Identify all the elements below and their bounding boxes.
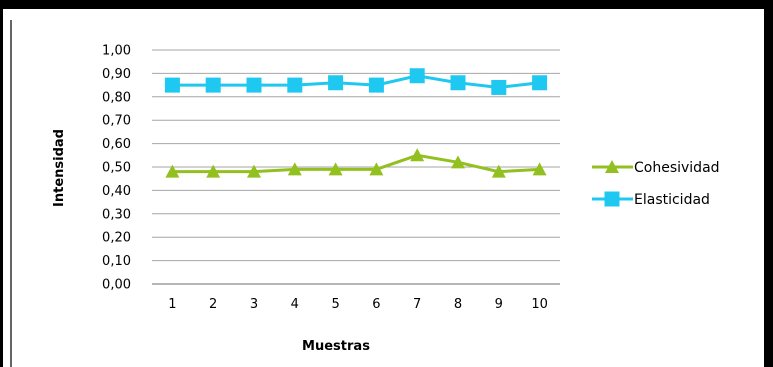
data-point-elasticidad — [450, 75, 466, 91]
series-elasticidad — [164, 68, 548, 95]
x-tick-labels: 1 2 3 4 5 6 7 8 9 10 — [168, 297, 548, 312]
y-tick-label: 0,30 — [102, 207, 131, 222]
data-point-elasticidad — [532, 75, 548, 91]
data-point-elasticidad — [368, 77, 384, 93]
y-tick-label: 0,10 — [102, 254, 131, 269]
chart-border-top — [0, 0, 773, 9]
x-tick-label: 1 — [168, 297, 176, 312]
data-point-elasticidad — [246, 77, 262, 93]
x-tick-label: 3 — [250, 297, 258, 312]
x-tick-label: 2 — [209, 297, 217, 312]
y-tick-label: 1,00 — [102, 44, 131, 59]
x-tick-label: 7 — [413, 297, 421, 312]
data-point-elasticidad — [287, 77, 303, 93]
y-tick-label: 0,00 — [102, 278, 131, 293]
data-point-cohesividad — [247, 164, 261, 178]
y-tick-label: 0,50 — [102, 161, 131, 176]
data-point-elasticidad — [164, 77, 180, 93]
data-point-cohesividad — [451, 155, 465, 169]
data-point-cohesividad — [328, 162, 343, 176]
y-tick-label: 0,20 — [102, 231, 131, 246]
x-tick-label: 8 — [454, 297, 462, 312]
x-tick-label: 4 — [291, 297, 299, 312]
data-point-cohesividad — [287, 162, 302, 176]
y-tick-label: 0,70 — [102, 114, 131, 129]
x-tick-label: 10 — [531, 297, 548, 312]
x-tick-label: 9 — [495, 297, 503, 312]
series-cohesividad — [165, 148, 547, 178]
data-point-cohesividad — [369, 162, 384, 176]
y-tick-label: 0,90 — [102, 67, 131, 82]
data-point-cohesividad — [532, 162, 547, 176]
legend-label-cohesividad: Cohesividad — [634, 160, 720, 176]
x-tick-label: 6 — [372, 297, 380, 312]
y-axis-title: Intensidad — [52, 129, 67, 207]
data-point-cohesividad — [491, 164, 506, 178]
series-line-elasticidad — [172, 74, 540, 89]
gridlines — [152, 49, 560, 285]
data-point-elasticidad — [205, 77, 221, 93]
data-point-elasticidad — [409, 68, 425, 84]
y-tick-label: 0,80 — [102, 90, 131, 105]
legend-label-elasticidad: Elasticidad — [634, 192, 710, 208]
legend: Cohesividad Elasticidad — [592, 160, 720, 208]
legend-marker-elasticidad — [604, 191, 620, 207]
series-line-cohesividad — [172, 153, 540, 174]
chart-border-right — [764, 0, 773, 367]
data-point-elasticidad — [328, 75, 344, 91]
data-point-elasticidad — [491, 79, 507, 95]
y-tick-labels: 0,00 0,10 0,20 0,30 0,40 0,50 0,60 0,70 0,80 0,90… — [102, 44, 131, 293]
data-point-cohesividad — [206, 164, 221, 178]
chart-border-left — [0, 0, 3, 367]
legend-marker-cohesividad — [605, 160, 619, 173]
x-axis-title: Muestras — [302, 339, 370, 354]
data-point-cohesividad — [410, 148, 425, 162]
series — [164, 68, 548, 178]
y-tick-label: 0,60 — [102, 137, 131, 152]
y-tick-label: 0,40 — [102, 184, 131, 199]
data-point-cohesividad — [165, 164, 180, 178]
x-tick-label: 5 — [331, 297, 339, 312]
